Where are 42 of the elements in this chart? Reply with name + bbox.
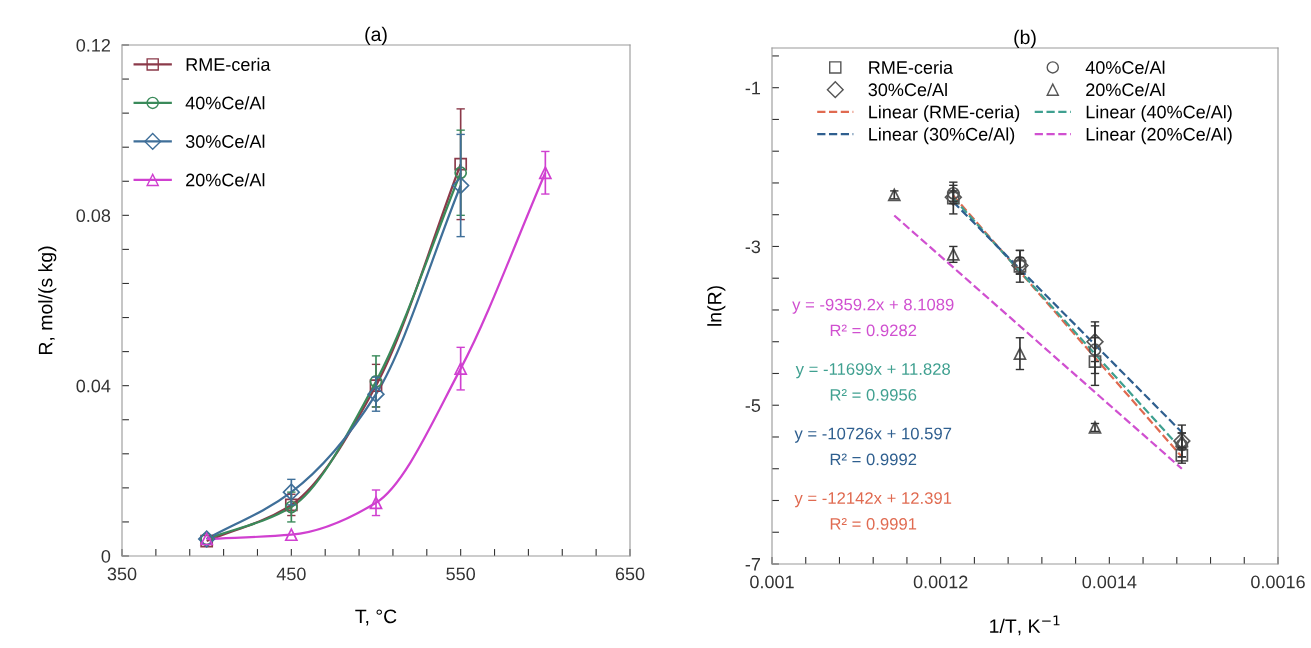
y-tick-label: -3: [745, 240, 761, 254]
annotation: R² = 0.9991: [830, 517, 917, 530]
y-tick-label: 0.08: [76, 209, 111, 223]
legend-label: Linear (20%Ce/Al): [1086, 127, 1232, 145]
legend-label: Linear (40%Ce/Al): [1086, 105, 1232, 122]
legend-label: 30%Ce/Al: [185, 134, 265, 148]
legend-label: 40%Ce/Al: [1085, 60, 1165, 74]
x-tick-label: 0.0016: [1251, 575, 1305, 589]
annotation: R² = 0.9956: [830, 388, 917, 401]
y-axis-title: R, mol/(s kg): [38, 246, 57, 354]
legend-label: Linear (RME-ceria): [869, 105, 1020, 122]
annotation: y = -12142x + 12.391: [794, 492, 952, 508]
annotation: y = -11699x + 11.828: [795, 363, 951, 379]
y-axis-title: ln(R): [707, 286, 726, 326]
y-tick-label: 0: [101, 549, 111, 563]
legend-label: Linear (30%Ce/Al): [869, 127, 1015, 145]
y-tick-label: -7: [745, 558, 760, 571]
x-tick-label: 650: [615, 567, 645, 581]
x-tick-label: 550: [446, 567, 476, 581]
x-tick-label: 0.001: [750, 575, 794, 589]
legend-label: 20%Ce/Al: [1086, 82, 1165, 97]
y-tick-label: -1: [745, 81, 761, 95]
x-tick-label: 0.0014: [1082, 575, 1137, 589]
legend-label: 30%Ce/Al: [868, 82, 947, 97]
annotation: R² = 0.9992: [830, 453, 917, 466]
x-tick-label: 0.0012: [913, 575, 968, 589]
y-tick-label: 0.04: [76, 379, 111, 393]
annotation: R² = 0.9282: [830, 324, 917, 337]
x-axis-title: T, °C: [355, 609, 397, 626]
chart-title: (a): [365, 26, 387, 45]
chart-title: (b): [1014, 29, 1036, 48]
legend-label: 40%Ce/Al: [185, 96, 265, 110]
x-tick-label: 350: [107, 567, 137, 581]
annotation: y = -9359.2x + 8.1089: [792, 298, 954, 314]
legend-label: RME-ceria: [869, 60, 954, 74]
y-tick-label: 0.12: [76, 38, 110, 52]
legend-label: RME-ceria: [186, 57, 271, 71]
y-tick-label: -5: [745, 399, 761, 412]
x-axis-title: 1/T, K$^{−1}$: [990, 615, 1060, 636]
annotation: y = -10726x + 10.597: [794, 427, 952, 443]
x-tick-label: 450: [276, 567, 306, 581]
legend-label: 20%Ce/Al: [186, 173, 265, 187]
